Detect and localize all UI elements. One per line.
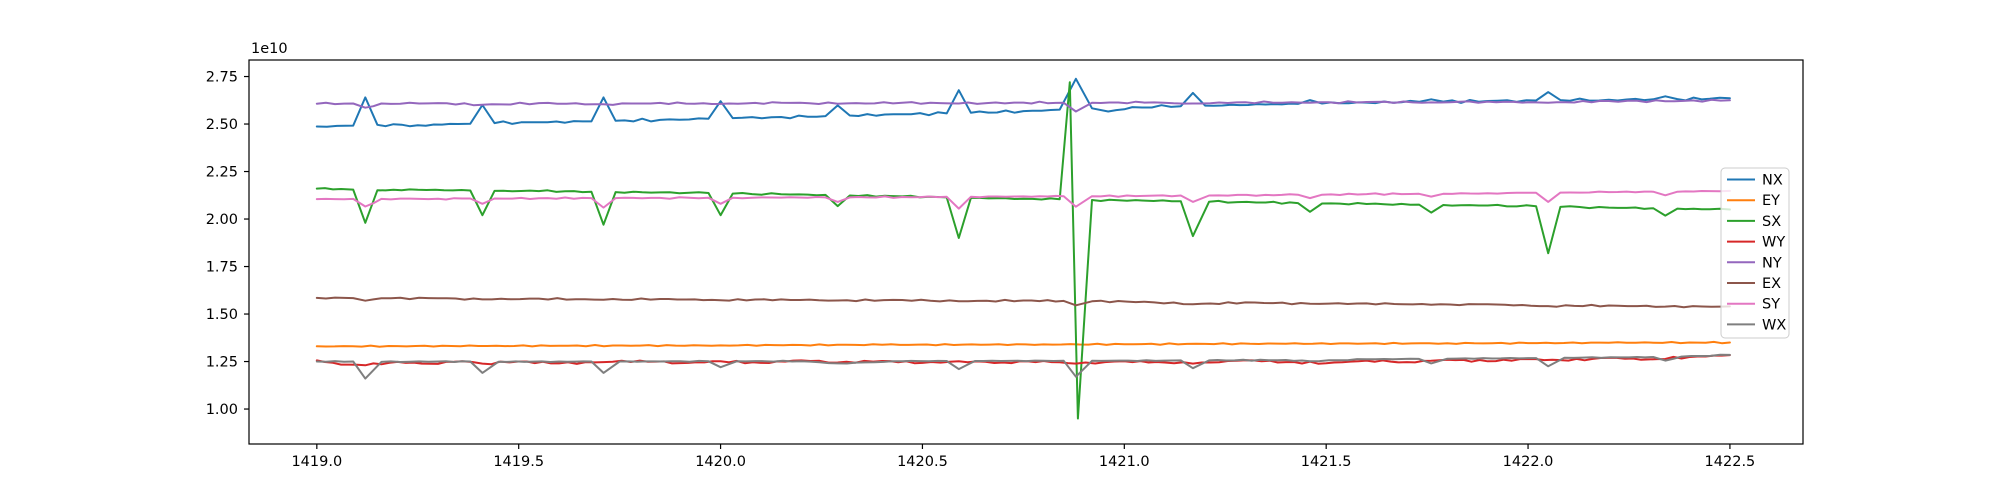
- x-axis: 1419.0 1419.5 1420.0 1420.5 1421.0 1421.5 1422…: [291, 444, 1755, 470]
- y-tick-label: 2.25: [206, 165, 238, 181]
- legend-label-SY: SY: [1762, 297, 1780, 313]
- x-tick-label: 1421.0: [1099, 454, 1150, 470]
- x-tick-label: 1420.0: [695, 454, 746, 470]
- y-axis: 1.00 1.25 1.50 1.75 2.00 2.25 2.50 2.75: [206, 70, 249, 418]
- legend-label-SX: SX: [1762, 214, 1781, 230]
- series-line-NX: [315, 77, 1731, 128]
- series-line-WX: [315, 353, 1731, 380]
- series-line-SY: [315, 189, 1731, 210]
- legend-label-NX: NX: [1762, 173, 1783, 189]
- legend-label-NY: NY: [1762, 255, 1782, 271]
- legend-entry-NY: NY: [1727, 255, 1782, 271]
- legend-box: [1720, 167, 1790, 339]
- x-tick-label: 1422.5: [1705, 454, 1756, 470]
- y-tick-label: 1.00: [206, 402, 238, 418]
- series-line-EY: [315, 340, 1731, 348]
- legend-entry-WX: WX: [1727, 317, 1786, 333]
- legend-label-WY: WY: [1762, 235, 1785, 251]
- axes-spines: [248, 59, 1804, 445]
- legend-label-EX: EX: [1762, 276, 1781, 292]
- series-line-SX: [315, 81, 1731, 420]
- legend-entry-EX: EX: [1727, 276, 1781, 292]
- legend-entry-NX: NX: [1727, 173, 1783, 189]
- series-line-NY: [315, 98, 1731, 113]
- plot-series: [315, 77, 1731, 420]
- y-axis-offset-label: 1e10: [251, 41, 288, 57]
- x-tick-label: 1419.5: [493, 454, 544, 470]
- x-tick-label: 1421.5: [1301, 454, 1352, 470]
- y-tick-label: 1.75: [206, 260, 238, 276]
- legend-entry-WY: WY: [1727, 235, 1785, 251]
- legend-label-WX: WX: [1762, 317, 1786, 333]
- legend-label-EY: EY: [1762, 193, 1780, 209]
- y-tick-label: 2.50: [206, 117, 238, 133]
- legend: NX EY SX WY NY EX SY WX: [1720, 167, 1790, 339]
- x-tick-label: 1419.0: [291, 454, 342, 470]
- series-line-EX: [315, 296, 1731, 309]
- legend-entry-EY: EY: [1727, 193, 1780, 209]
- y-tick-label: 1.50: [206, 307, 238, 323]
- legend-entry-SY: SY: [1727, 297, 1780, 313]
- x-tick-label: 1422.0: [1503, 454, 1554, 470]
- y-tick-label: 2.00: [206, 212, 238, 228]
- y-tick-label: 2.75: [206, 70, 238, 86]
- y-tick-label: 1.25: [206, 355, 238, 371]
- legend-entry-SX: SX: [1727, 214, 1781, 230]
- x-tick-label: 1420.5: [897, 454, 948, 470]
